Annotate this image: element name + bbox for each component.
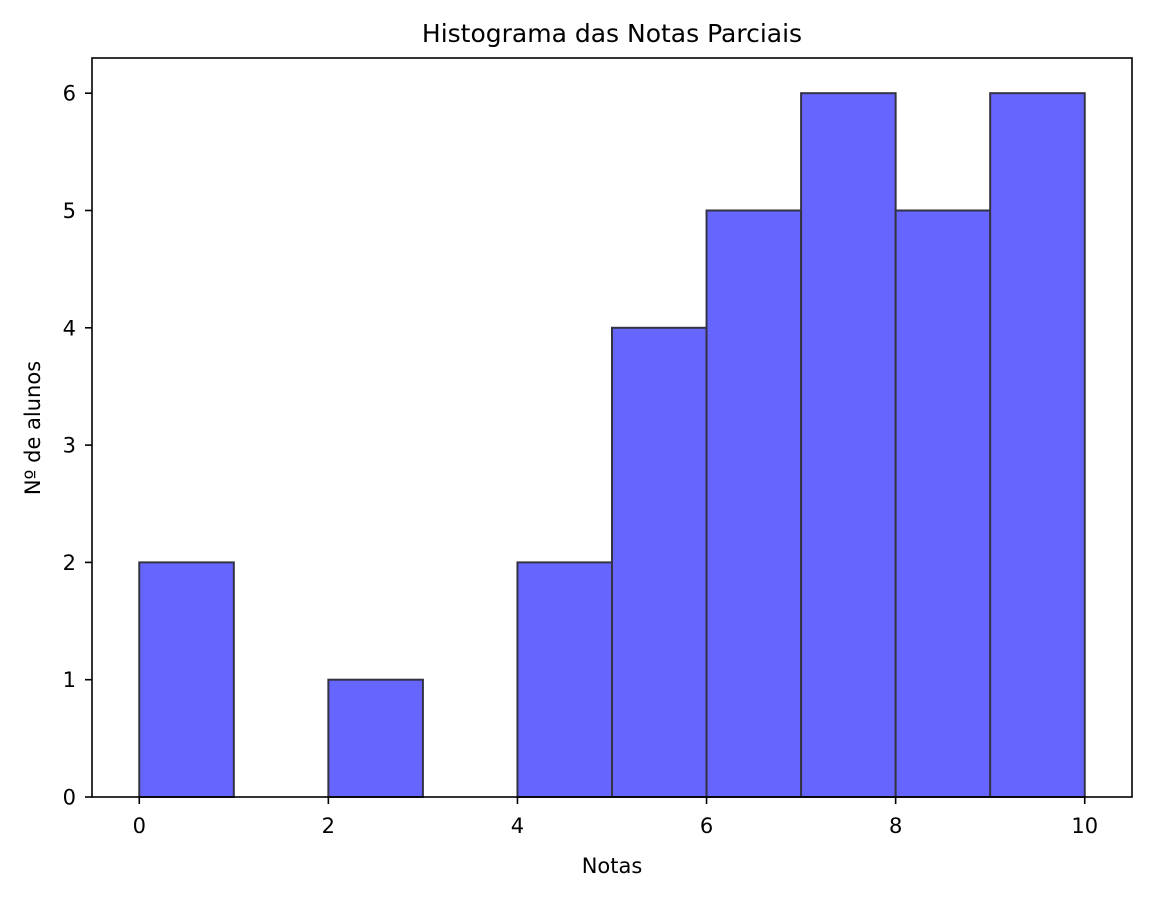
histogram-bar-5 bbox=[611, 326, 708, 798]
histogram-bar-7 bbox=[800, 92, 897, 798]
x-tick-label-4: 8 bbox=[889, 814, 902, 838]
bars-layer bbox=[138, 92, 1086, 799]
histogram-bar-0 bbox=[138, 561, 235, 799]
x-tick-label-3: 6 bbox=[700, 814, 713, 838]
plot-frame bbox=[91, 57, 1133, 798]
histogram-bar-2 bbox=[327, 678, 424, 799]
axes-layer bbox=[91, 57, 1133, 798]
x-tick-label-2: 4 bbox=[511, 814, 524, 838]
chart-title: Histograma das Notas Parciais bbox=[422, 19, 802, 48]
x-tick-label-0: 0 bbox=[133, 814, 146, 838]
y-tick-label-5: 5 bbox=[63, 199, 76, 223]
histogram-bar-6 bbox=[705, 209, 803, 798]
y-tick-label-1: 1 bbox=[63, 668, 76, 692]
histogram-bar-9 bbox=[989, 92, 1086, 798]
y-tick-label-3: 3 bbox=[63, 434, 76, 458]
ticks-layer: 0 2 4 6 8 10 0 1 2 3 4 5 6 bbox=[63, 82, 1098, 838]
y-tick-label-0: 0 bbox=[63, 786, 76, 810]
y-axis-title: Nº de alunos bbox=[21, 361, 45, 495]
x-tick-label-5: 10 bbox=[1071, 814, 1098, 838]
x-tick-label-1: 2 bbox=[322, 814, 335, 838]
y-tick-label-2: 2 bbox=[63, 551, 76, 575]
histogram-bar-8 bbox=[894, 209, 992, 798]
y-tick-label-6: 6 bbox=[63, 82, 76, 106]
x-axis-title: Notas bbox=[582, 854, 643, 878]
histogram-bar-4 bbox=[516, 561, 613, 799]
y-tick-label-4: 4 bbox=[63, 316, 76, 340]
